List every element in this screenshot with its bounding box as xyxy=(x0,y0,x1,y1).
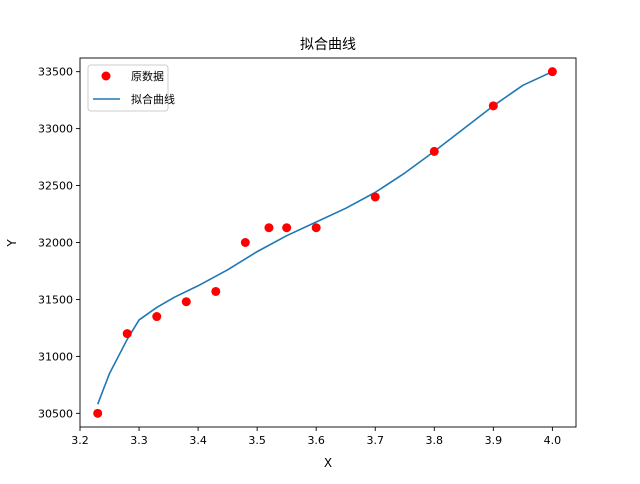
x-tick-label: 3.6 xyxy=(307,434,325,447)
data-point xyxy=(429,146,439,156)
data-point xyxy=(370,192,380,202)
y-tick-label: 33000 xyxy=(38,123,73,136)
plot-background xyxy=(80,58,576,427)
x-tick-label: 3.7 xyxy=(366,434,384,447)
y-tick-label: 32500 xyxy=(38,180,73,193)
x-tick-label: 3.9 xyxy=(485,434,503,447)
y-tick-label: 30500 xyxy=(38,407,73,420)
x-tick-label: 3.5 xyxy=(248,434,266,447)
x-tick-label: 3.4 xyxy=(189,434,207,447)
data-point xyxy=(488,101,498,111)
y-tick-label: 32000 xyxy=(38,237,73,250)
x-tick-label: 4.0 xyxy=(544,434,562,447)
x-tick-label: 3.2 xyxy=(71,434,89,447)
y-tick-label: 31500 xyxy=(38,293,73,306)
x-tick-label: 3.3 xyxy=(130,434,148,447)
chart-title: 拟合曲线 xyxy=(300,37,356,53)
y-tick-label: 31000 xyxy=(38,350,73,363)
data-point xyxy=(547,67,557,77)
y-axis: 30500 31000 31500 32000 32500 33000 33500 xyxy=(38,66,80,420)
data-point xyxy=(181,297,191,307)
data-point xyxy=(122,329,132,339)
x-tick-label: 3.8 xyxy=(426,434,444,447)
y-tick-label: 33500 xyxy=(38,66,73,79)
data-point xyxy=(264,223,274,233)
legend-label-scatter: 原数据 xyxy=(131,69,164,83)
data-point xyxy=(282,223,292,233)
x-axis: 3.2 3.3 3.4 3.5 3.6 3.7 3.8 3.9 4.0 xyxy=(71,427,561,447)
plot-area xyxy=(79,57,577,428)
data-point xyxy=(152,312,162,322)
y-axis-label: Y xyxy=(5,239,19,248)
data-point xyxy=(93,408,103,418)
data-point xyxy=(240,238,250,247)
legend-marker-scatter xyxy=(101,71,111,81)
data-point xyxy=(211,286,221,296)
fit-curve-line xyxy=(96,70,553,405)
x-axis-label: X xyxy=(324,456,332,470)
legend-label-line: 拟合曲线 xyxy=(131,92,175,106)
data-point xyxy=(311,223,321,233)
